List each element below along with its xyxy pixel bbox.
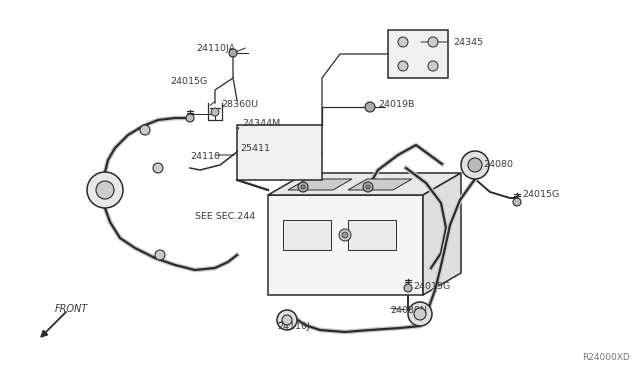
Circle shape (398, 37, 408, 47)
Text: 24080: 24080 (483, 160, 513, 169)
Polygon shape (348, 179, 412, 190)
Text: 24080N: 24080N (390, 306, 427, 315)
Text: 24015G: 24015G (522, 190, 559, 199)
Circle shape (404, 284, 412, 292)
Polygon shape (268, 195, 423, 295)
Bar (348, 220, 396, 250)
Text: FRONT: FRONT (55, 304, 88, 314)
Circle shape (428, 61, 438, 71)
Circle shape (428, 37, 438, 47)
Circle shape (155, 250, 165, 260)
Circle shape (363, 182, 373, 192)
Circle shape (298, 182, 308, 192)
Circle shape (282, 315, 292, 325)
Text: 24345: 24345 (453, 38, 483, 47)
Circle shape (366, 185, 370, 189)
Circle shape (211, 108, 219, 116)
Polygon shape (423, 173, 461, 295)
Circle shape (398, 61, 408, 71)
Circle shape (96, 181, 114, 199)
Text: 25411: 25411 (240, 144, 270, 153)
Circle shape (186, 114, 194, 122)
Circle shape (277, 310, 297, 330)
Text: 28360U: 28360U (221, 100, 258, 109)
Circle shape (342, 232, 348, 238)
Circle shape (461, 151, 489, 179)
Circle shape (414, 308, 426, 320)
Circle shape (229, 49, 237, 57)
Text: 24110J: 24110J (277, 322, 310, 331)
Text: 24019B: 24019B (378, 100, 414, 109)
Text: R24000XD: R24000XD (582, 353, 630, 362)
Bar (237, 125, 322, 180)
Circle shape (153, 163, 163, 173)
Bar (283, 220, 331, 250)
Circle shape (301, 185, 305, 189)
Polygon shape (288, 179, 352, 190)
Circle shape (513, 198, 521, 206)
Text: 24344M: 24344M (242, 119, 280, 128)
Polygon shape (268, 173, 461, 195)
Bar (388, 30, 448, 78)
Circle shape (339, 229, 351, 241)
Circle shape (140, 125, 150, 135)
Circle shape (408, 302, 432, 326)
Text: 24015G: 24015G (170, 77, 207, 86)
Circle shape (87, 172, 123, 208)
Circle shape (468, 158, 482, 172)
Text: SEE SEC.244: SEE SEC.244 (195, 212, 255, 221)
Circle shape (365, 102, 375, 112)
Text: 24015G: 24015G (413, 282, 451, 291)
Text: 24110JA: 24110JA (196, 44, 235, 53)
Text: 24110: 24110 (190, 152, 220, 161)
